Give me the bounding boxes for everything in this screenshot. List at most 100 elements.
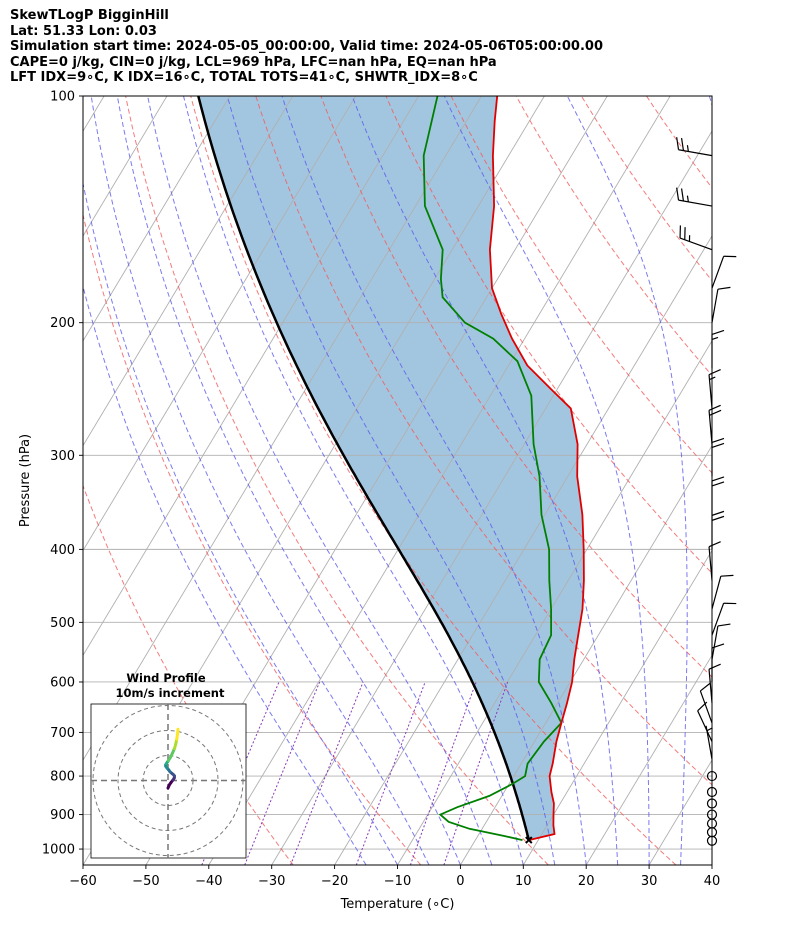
barb-flag bbox=[711, 329, 725, 335]
moist-adiabat bbox=[83, 181, 398, 865]
inset-title: Wind Profile bbox=[126, 671, 206, 685]
x-tick-label: 10 bbox=[515, 874, 532, 889]
barb-staff bbox=[711, 289, 719, 323]
wind-barb bbox=[708, 663, 721, 704]
dry-adiabat bbox=[515, 96, 712, 377]
barb-staff bbox=[679, 237, 713, 251]
y-tick-label: 900 bbox=[50, 808, 75, 823]
moist-adiabat bbox=[183, 96, 524, 865]
x-tick-label: 0 bbox=[456, 874, 464, 889]
barb-flag bbox=[676, 137, 680, 150]
barb-staff bbox=[697, 710, 713, 742]
barb-flag bbox=[711, 476, 725, 482]
barb-staff bbox=[678, 149, 713, 157]
wind-barb bbox=[711, 286, 731, 323]
y-tick-label: 800 bbox=[50, 770, 75, 785]
wind-barb bbox=[711, 602, 737, 636]
isotherm-line bbox=[271, 130, 712, 865]
cape-cin-area bbox=[198, 96, 584, 841]
barb-flag bbox=[708, 369, 721, 376]
isotherm-line bbox=[648, 759, 712, 865]
inset-rings bbox=[91, 704, 246, 858]
wind-barbs bbox=[676, 137, 737, 846]
wind-barb bbox=[679, 225, 713, 251]
barb-flag bbox=[708, 541, 721, 548]
indices-line: LFT IDX=9∘C, K IDX=16∘C, TOTAL TOTS=41∘C… bbox=[10, 70, 478, 85]
isotherm-line bbox=[83, 96, 294, 447]
barb-flag bbox=[711, 510, 725, 516]
wind-barb bbox=[708, 404, 722, 445]
barb-flag bbox=[711, 442, 725, 448]
wind-barb bbox=[711, 476, 725, 515]
y-tick-label: 600 bbox=[50, 675, 75, 690]
barb-flag bbox=[717, 286, 731, 290]
dry-adiabat bbox=[83, 212, 422, 865]
dry-adiabat bbox=[646, 96, 712, 189]
inset-hodograph bbox=[164, 727, 180, 790]
mixing-ratio-line bbox=[290, 681, 364, 865]
barb-flag bbox=[708, 404, 721, 411]
isotherm-line bbox=[208, 96, 671, 865]
barb-flag bbox=[680, 137, 685, 151]
y-tick-label: 500 bbox=[50, 616, 75, 631]
cape-line: CAPE=0 j/kg, CIN=0 j/kg, LCL=969 hPa, LF… bbox=[10, 54, 497, 70]
barb-staff bbox=[711, 576, 722, 610]
barb-flag bbox=[720, 574, 734, 577]
barb-flag bbox=[680, 188, 685, 202]
chart-title: SkewTLogP BigginHill bbox=[10, 8, 169, 23]
chart-header: SkewTLogP BigginHill Lat: 51.33 Lon: 0.0… bbox=[10, 8, 603, 86]
y-axis-label: Pressure (hPa) bbox=[18, 434, 33, 527]
wind-barb bbox=[699, 682, 713, 724]
dry-adiabat bbox=[385, 96, 712, 574]
moist-adiabat bbox=[226, 96, 556, 865]
dry-adiabat bbox=[777, 96, 794, 865]
barb-half-flag bbox=[686, 145, 689, 152]
barb-flag bbox=[709, 409, 722, 416]
time-line: Simulation start time: 2024-05-05_00:00:… bbox=[10, 39, 603, 54]
dry-adiabat bbox=[125, 96, 549, 865]
wind-barb bbox=[711, 510, 725, 550]
moist-adiabat bbox=[90, 96, 430, 865]
x-tick-label: −30 bbox=[258, 874, 285, 889]
x-tick-label: −50 bbox=[132, 874, 159, 889]
y-tick-label: 200 bbox=[50, 316, 75, 331]
mixing-ratio-line bbox=[443, 681, 509, 865]
barb-staff bbox=[678, 199, 713, 207]
x-tick-label: 30 bbox=[641, 874, 658, 889]
surface-parcel-marker bbox=[525, 836, 533, 844]
isotherm-line bbox=[775, 96, 794, 865]
y-tick-label: 1000 bbox=[42, 843, 75, 858]
dry-adiabat bbox=[255, 96, 712, 786]
moist-adiabat bbox=[116, 96, 461, 865]
dry-adiabat bbox=[580, 96, 712, 282]
wind-barb bbox=[708, 541, 721, 581]
isotherm-line bbox=[334, 235, 712, 865]
mixing-ratio-lines bbox=[201, 681, 509, 865]
isotherm-line bbox=[83, 96, 357, 552]
x-tick-label: −40 bbox=[195, 874, 222, 889]
temperature-line bbox=[488, 96, 585, 841]
wind-barb bbox=[711, 574, 734, 610]
wind-barb bbox=[711, 623, 731, 660]
barb-flag bbox=[711, 481, 725, 487]
barb-flag bbox=[676, 187, 680, 201]
barb-staff bbox=[711, 625, 719, 660]
x-tick-label: 40 bbox=[704, 874, 721, 889]
wind-barb bbox=[708, 369, 721, 409]
y-tick-label: 700 bbox=[50, 726, 75, 741]
wind-barb bbox=[676, 187, 713, 207]
barb-flag bbox=[717, 623, 731, 627]
inset-ring bbox=[117, 730, 219, 831]
dry-adiabat bbox=[450, 96, 712, 474]
parcel-profile-line bbox=[197, 96, 531, 841]
mixing-ratio-line bbox=[355, 681, 426, 865]
barb-flag bbox=[711, 437, 725, 443]
barb-flag bbox=[699, 682, 711, 692]
hodograph-segment bbox=[176, 727, 180, 736]
barb-flag bbox=[711, 515, 725, 521]
barb-half-flag bbox=[686, 195, 689, 202]
y-tick-label: 400 bbox=[50, 543, 75, 558]
x-tick-label: −20 bbox=[321, 874, 348, 889]
dry-adiabat bbox=[190, 96, 677, 865]
wind-barb bbox=[711, 437, 725, 477]
